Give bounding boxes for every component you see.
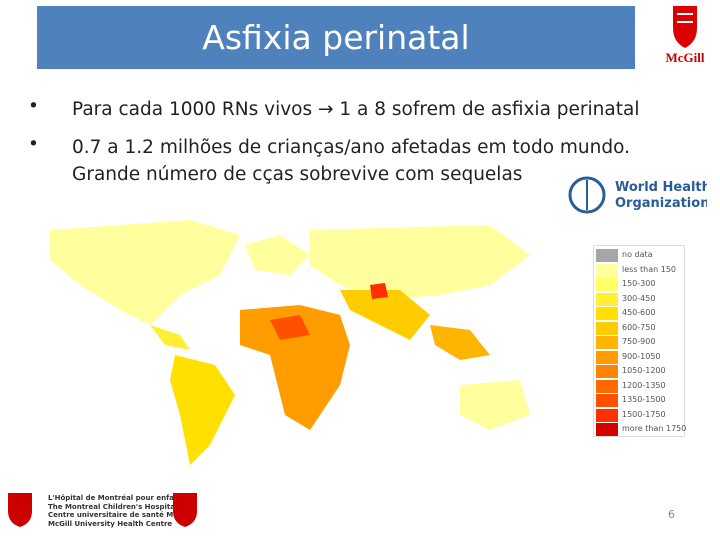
central-america [150, 325, 190, 350]
legend-swatch [596, 292, 618, 306]
muhc-shield [173, 493, 197, 527]
sahel [270, 315, 310, 340]
legend-swatch [596, 379, 618, 393]
legend-label: 150-300 [622, 279, 656, 288]
legend-swatch [596, 365, 618, 378]
page-number: 6 [668, 508, 675, 521]
legend-item: 750-900 [596, 335, 682, 349]
bullet: • 0.7 a 1.2 milhões de crianças/ano afeta… [28, 134, 668, 188]
logo-text: McGill [666, 50, 705, 65]
legend-item: 300-450 [596, 292, 682, 306]
legend-label: 1350-1500 [622, 395, 666, 404]
legend-item: 1350-1500 [596, 393, 682, 407]
legend-swatch [596, 336, 618, 349]
slide-title: Asfixia perinatal [37, 6, 635, 69]
legend-item: less than 150 [596, 263, 682, 277]
who-text: World Health [615, 180, 707, 195]
asia-north [310, 225, 530, 300]
legend-label: 1500-1750 [622, 409, 666, 419]
muhc-icon [173, 493, 197, 527]
legend-swatch [596, 263, 618, 277]
legend-label: more than 1750 [622, 424, 687, 433]
legend-label: 300-450 [622, 293, 656, 303]
footer-line: Centre universitaire de santé McGill [48, 511, 191, 519]
legend-item: 900-1050 [596, 350, 682, 364]
legend-swatch [596, 394, 618, 407]
legend-item: no data [596, 248, 682, 262]
legend-label: less than 150 [622, 264, 677, 274]
legend-label: 1200-1350 [622, 380, 666, 390]
legend-label: 750-900 [622, 337, 656, 346]
hospital-shield [8, 493, 32, 527]
legend-swatch [596, 278, 618, 291]
legend-swatch [596, 249, 618, 262]
africa [240, 305, 350, 430]
legend-item: 1500-1750 [596, 408, 682, 422]
greenland-europe [245, 235, 310, 275]
southeast-asia [430, 325, 490, 360]
south-america [170, 355, 235, 465]
who-emblem [568, 176, 606, 214]
who-logo: World Health Organization [568, 176, 707, 214]
legend-label: 1050-1200 [622, 366, 666, 375]
bullet: • Para cada 1000 RNs vivos → 1 a 8 sofrem… [28, 96, 708, 123]
legend-label: 450-600 [622, 308, 656, 317]
mcgill-logo: McGill [666, 6, 705, 65]
bullet-text: Para cada 1000 RNs vivos → 1 a 8 sofrem … [72, 99, 640, 120]
who-text: Organization [615, 196, 707, 211]
legend-label: no data [622, 250, 653, 259]
asia-south [340, 290, 430, 340]
legend-item: more than 1750 [596, 422, 686, 436]
legend-swatch [596, 307, 618, 320]
legend-item: 1200-1350 [596, 379, 682, 393]
hospital-text: L'Hôpital de Montréal pour enfants The M… [48, 494, 190, 528]
hospital-icon [8, 493, 32, 527]
legend-item: 450-600 [596, 306, 682, 320]
legend-item: 150-300 [596, 277, 682, 291]
shield [673, 6, 697, 48]
footer-line: L'Hôpital de Montréal pour enfants [48, 494, 187, 502]
legend-swatch [596, 350, 618, 364]
legend: no data less than 150 150-300 300-450 450-60… [593, 245, 686, 437]
north-america [50, 220, 240, 325]
australia [460, 380, 530, 430]
legend-swatch [596, 423, 618, 436]
legend-item: 1050-1200 [596, 364, 682, 378]
afghanistan [370, 283, 388, 299]
footer-line: McGill University Health Centre [48, 519, 173, 528]
legend-item: 600-750 [596, 321, 682, 335]
shield-lines [677, 13, 693, 23]
bullet-text: 0.7 a 1.2 milhões de crianças/ano afetad… [72, 137, 630, 185]
legend-swatch [596, 321, 618, 335]
legend-label: 600-750 [622, 322, 656, 332]
legend-label: 900-1050 [622, 351, 661, 361]
footer-line: The Montreal Children's Hospital [48, 502, 178, 511]
world-map [50, 220, 530, 465]
legend-swatch [596, 408, 618, 422]
